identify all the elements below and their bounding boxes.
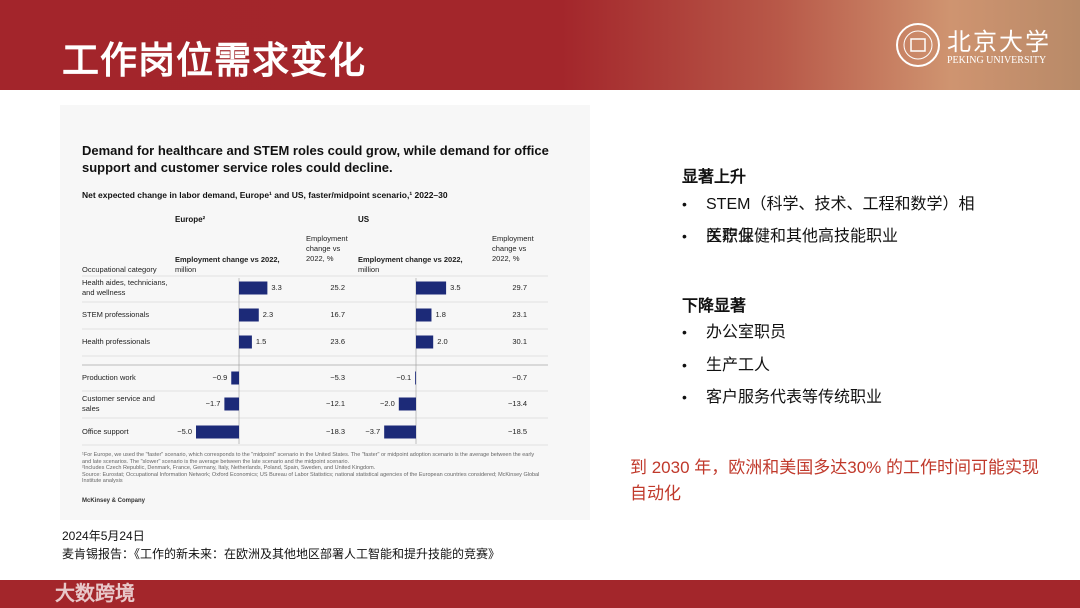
bar: [224, 397, 239, 411]
bar: [196, 425, 239, 439]
value-label: 2.3: [262, 310, 274, 319]
logo-en: PEKING UNIVERSITY: [947, 55, 1047, 66]
bullet-text: 生产工人: [706, 357, 771, 374]
bar: [231, 371, 239, 385]
watermark: 大数跨境: [55, 583, 135, 605]
source-citation: 麦肯锡报告：《工作的新未来：在欧洲及其他地区部署人工智能和提升技能的竞赛》: [62, 547, 501, 561]
value-label: 1.8: [435, 310, 446, 319]
value-label: −3.7: [365, 427, 381, 436]
category-label: Production work: [82, 373, 136, 382]
slide-title: 工作岗位需求变化: [62, 40, 366, 81]
value-label: −5.0: [177, 427, 192, 436]
category-label: Customer service and sales: [82, 394, 155, 413]
value-label: 3.5: [450, 283, 461, 292]
chart-panel: [60, 105, 590, 520]
footnote: Source: Eurostat; Occupational Informati…: [82, 471, 540, 485]
category-label: Health aides, technicians, and wellness: [82, 278, 168, 297]
category-label: STEM professionals: [82, 310, 150, 319]
bar: [384, 425, 416, 439]
panel-name: US: [358, 215, 370, 224]
bullet-dot: •: [682, 228, 687, 244]
chart-subtitle: Net expected change in labor demand, Eur…: [82, 190, 448, 200]
bullet-dot: •: [682, 389, 687, 405]
pct-label: −5.3: [330, 373, 345, 382]
value-label: −0.9: [212, 373, 228, 382]
bar-header: Employment change vs 2022,: [175, 255, 280, 264]
pct-label: −18.3: [326, 427, 345, 436]
pct-label: 25.2: [330, 283, 345, 292]
bar: [416, 335, 434, 349]
footnotes: ¹For Europe, we used the "faster" scenar…: [82, 452, 542, 485]
value-label: −1.7: [205, 399, 221, 408]
value-label: 2.0: [437, 337, 448, 346]
bar-unit: million: [175, 265, 197, 274]
value-label: −2.0: [380, 399, 395, 408]
bullet-dot: •: [682, 196, 687, 212]
bullet-dot: •: [682, 324, 687, 340]
bar-unit: million: [358, 265, 380, 274]
pct-label: −12.1: [326, 399, 345, 408]
pct-label: −18.5: [508, 427, 527, 436]
bullet-text: 客户服务代表等传统职业: [706, 389, 883, 406]
bar: [416, 281, 447, 295]
category-label: Office support: [82, 427, 129, 436]
pct-header: Employment change vs 2022, %: [306, 234, 348, 263]
brand: McKinsey & Company: [82, 498, 146, 504]
bar: [239, 281, 268, 295]
bullet-text: 办公室职员: [706, 324, 787, 341]
bullet-dot: •: [682, 357, 687, 373]
value-label: 3.3: [271, 283, 282, 292]
bullet-text: STEM（科学、技术、工程和数学）相关职业: [706, 196, 975, 245]
pct-label: −13.4: [508, 399, 527, 408]
value-label: 1.5: [255, 337, 267, 346]
bar-header: Employment change vs 2022,: [358, 255, 463, 264]
chart-title: Demand for healthcare and STEM roles cou…: [82, 143, 549, 175]
bullet-text: 医疗保健和其他高技能职业: [706, 228, 899, 245]
down-title: 下降显著: [682, 298, 747, 315]
footnote: ¹For Europe, we used the "faster" scenar…: [82, 452, 535, 465]
pct-label: 29.7: [512, 283, 527, 292]
value-label: −0.1: [396, 373, 412, 382]
up-title: 显著上升: [682, 169, 747, 186]
footnote: ²Includes Czech Republic, Denmark, Franc…: [82, 465, 376, 471]
category-header: Occupational category: [82, 265, 157, 274]
footer-band: [0, 580, 1080, 608]
panel-name: Europe²: [175, 215, 206, 224]
bar: [239, 335, 252, 349]
source-date: 2024年5月24日: [62, 529, 145, 543]
bar: [416, 308, 432, 322]
pct-label: 23.6: [330, 337, 345, 346]
pct-label: 16.7: [330, 310, 345, 319]
logo-cn: 北京大学: [947, 28, 1051, 56]
pct-label: 30.1: [512, 337, 527, 346]
header-band: [0, 0, 1080, 90]
category-label: Health professionals: [82, 337, 150, 346]
bar: [415, 371, 416, 385]
pct-header: Employment change vs 2022, %: [492, 234, 534, 263]
bar: [398, 397, 416, 411]
pct-label: 23.1: [512, 310, 527, 319]
bar: [239, 308, 259, 322]
university-logo: 北京大学 PEKING UNIVERSITY: [895, 22, 1065, 72]
pct-label: −0.7: [512, 373, 527, 382]
highlight: 到 2030 年，欧洲和美国多达30% 的工作时间可能实现自动化: [630, 458, 1040, 503]
logo-emblem: [896, 23, 940, 67]
